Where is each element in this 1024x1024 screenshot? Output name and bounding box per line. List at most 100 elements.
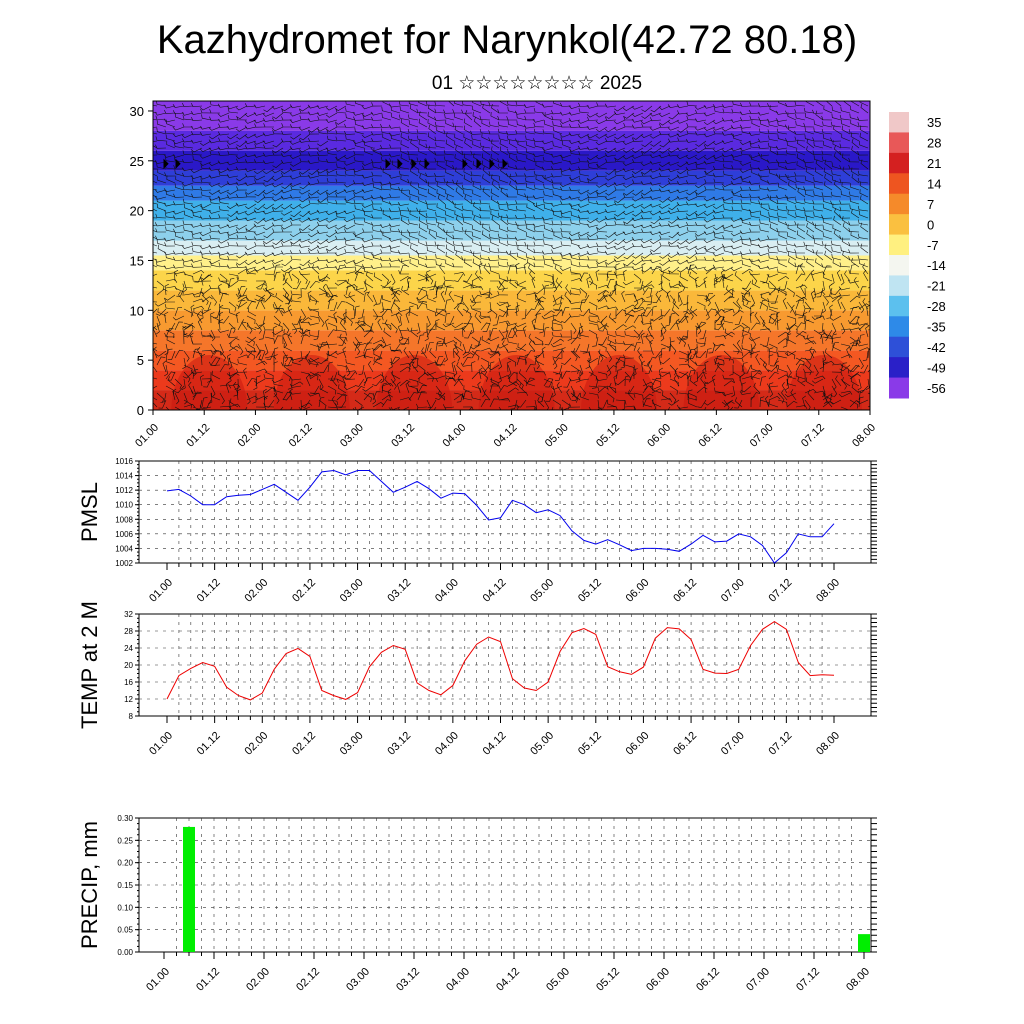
wind-barb <box>766 187 779 192</box>
wind-barb <box>860 159 869 170</box>
wind-barb <box>453 394 465 401</box>
wind-barb <box>489 121 500 128</box>
wind-barb <box>337 370 347 380</box>
wind-barb <box>785 149 797 156</box>
wind-barb <box>471 350 480 361</box>
wind-barb <box>750 212 761 219</box>
wind-barb <box>334 350 347 355</box>
wind-barb <box>579 308 590 317</box>
wind-barb <box>254 294 266 302</box>
wind-barb <box>479 115 491 121</box>
wind-barb <box>849 364 860 373</box>
colorbar-swatch <box>889 357 909 379</box>
wind-barb <box>723 350 731 361</box>
wind-barb <box>559 154 572 159</box>
wind-barb <box>624 309 635 317</box>
wind-barb <box>641 172 653 177</box>
wind-barb <box>533 340 545 345</box>
colorbar-swatch <box>889 152 909 174</box>
wind-barb <box>208 196 221 201</box>
wind-barb <box>245 203 257 210</box>
wind-barb <box>816 287 824 298</box>
wind-barb <box>739 230 752 235</box>
wind-barb <box>418 101 428 107</box>
wind-barb <box>350 308 356 320</box>
wind-barb <box>767 142 779 149</box>
wind-barb <box>595 161 608 168</box>
wind-barb <box>534 313 541 324</box>
wind-barb <box>507 337 518 345</box>
wind-barb <box>173 228 185 233</box>
wind-barb <box>605 158 617 163</box>
wind-barb <box>560 315 572 323</box>
wind-barb <box>695 164 707 170</box>
wind-barb <box>407 382 419 387</box>
wind-barb <box>173 193 185 198</box>
wind-barb <box>543 190 554 198</box>
wind-barb <box>153 385 158 389</box>
wind-barb <box>380 207 392 212</box>
wind-barb <box>605 116 617 121</box>
wind-barb <box>456 361 464 373</box>
wind-barb <box>490 377 500 387</box>
wind-barb <box>721 140 734 144</box>
wind-barb <box>651 399 657 410</box>
wind-barb <box>208 139 221 144</box>
wind-barb <box>850 105 860 114</box>
wind-barb <box>667 175 680 181</box>
wind-barb <box>857 122 869 128</box>
wind-barb <box>729 364 734 376</box>
wind-barb <box>446 315 455 325</box>
wind-barb <box>289 167 302 172</box>
wind-barb <box>153 224 158 226</box>
wind-barb <box>587 217 599 224</box>
wind-barb <box>586 194 599 199</box>
wind-barb <box>308 263 320 268</box>
wind-barb <box>309 343 320 351</box>
wind-barb <box>247 322 257 331</box>
wind-barb <box>640 194 653 199</box>
wind-barb <box>805 176 815 184</box>
wind-barb <box>812 234 824 240</box>
wind-barb <box>154 258 167 263</box>
wind-barb <box>514 180 527 185</box>
wind-barb <box>289 376 302 381</box>
wind-barb <box>400 175 410 184</box>
wind-barb <box>182 283 194 289</box>
wind-barb <box>704 170 716 177</box>
x-tick-label: 03.00 <box>344 966 372 994</box>
wind-barb <box>640 320 653 325</box>
wind-barb <box>739 391 752 395</box>
wind-barb <box>335 123 347 128</box>
wind-barb <box>839 206 851 212</box>
wind-barb <box>502 340 509 352</box>
wind-barb <box>579 364 584 377</box>
wind-barb <box>544 174 554 184</box>
wind-barb <box>507 162 518 170</box>
wind-barb <box>778 101 788 107</box>
wind-barb <box>815 250 824 261</box>
wind-barb <box>857 255 869 261</box>
wind-barb <box>640 238 653 244</box>
wind-barb <box>316 112 329 116</box>
wind-barb <box>393 298 401 310</box>
wind-barb <box>613 111 626 116</box>
wind-barb <box>633 329 644 338</box>
wind-barb <box>468 406 473 410</box>
wind-barb <box>606 392 615 403</box>
wind-barb <box>677 266 689 273</box>
wind-barb <box>435 342 448 347</box>
wind-barb <box>480 347 493 352</box>
wind-barb <box>641 112 653 119</box>
wind-barb <box>776 199 788 205</box>
x-tick-label: 05.12 <box>576 730 604 758</box>
wind-barb <box>498 397 511 402</box>
wind-barb <box>849 327 862 332</box>
wind-barb <box>721 392 734 396</box>
wind-barb <box>669 392 677 404</box>
wind-barb <box>515 343 527 351</box>
wind-barb <box>839 235 851 240</box>
wind-barb <box>165 134 176 142</box>
x-tick-label: 06.12 <box>671 730 699 758</box>
wind-barb <box>560 136 572 142</box>
